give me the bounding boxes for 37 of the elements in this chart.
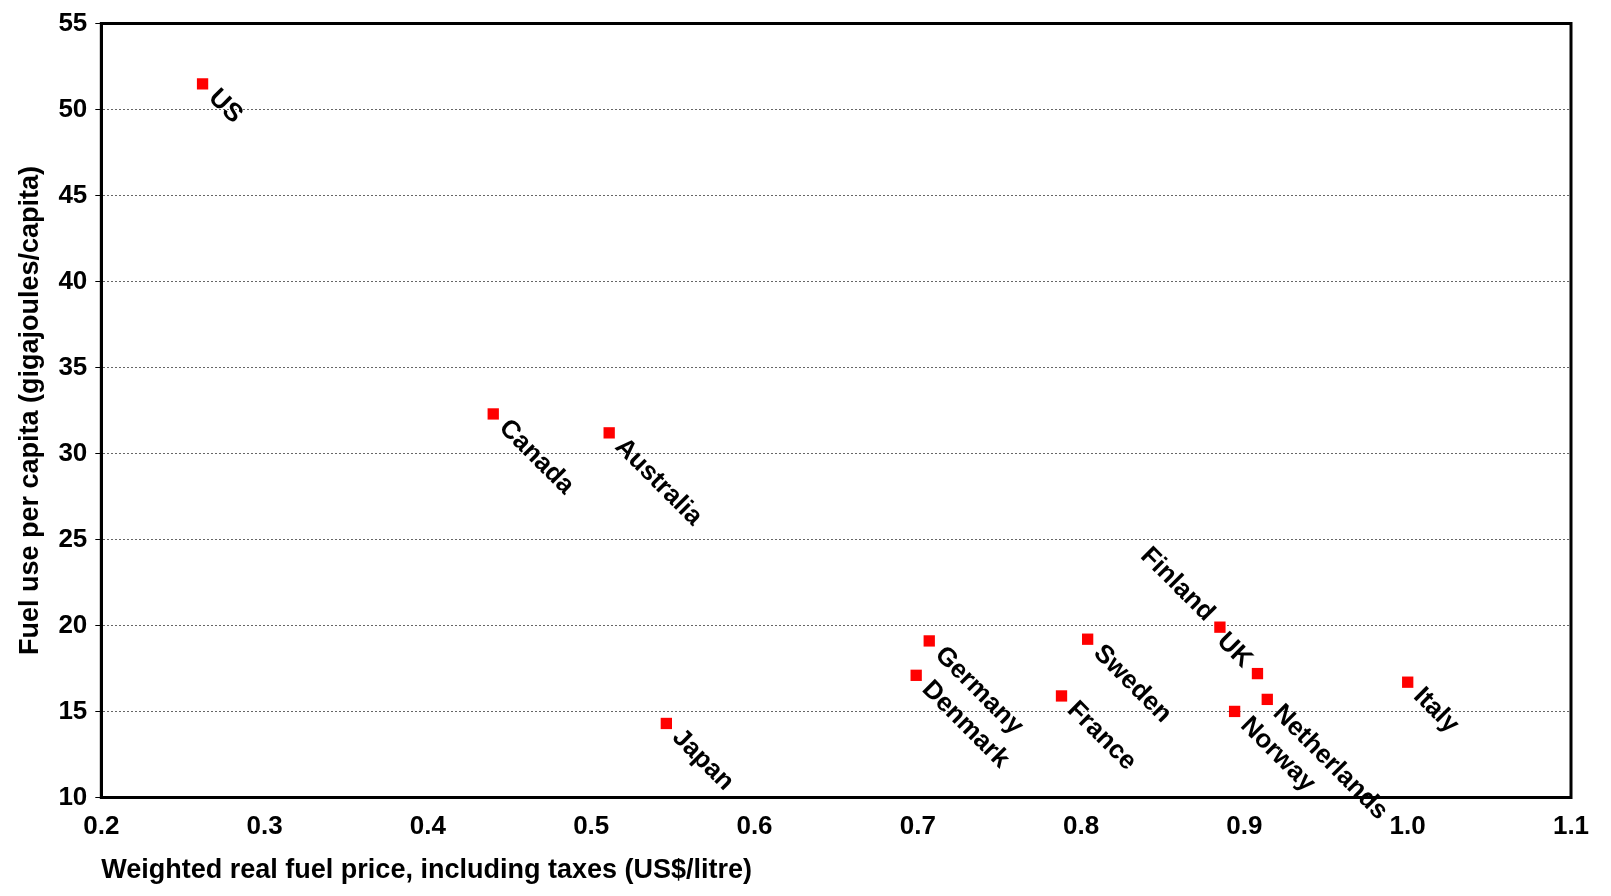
- x-tick-label: 0.5: [573, 810, 610, 841]
- annotation: UK: [1211, 625, 1260, 674]
- y-tick-label: 45: [58, 178, 88, 209]
- point: [923, 635, 935, 647]
- point: [1402, 676, 1414, 688]
- x-tick-label: 0.9: [1226, 810, 1263, 841]
- y-tick-label: 40: [58, 264, 88, 295]
- y-tick-label: 35: [58, 350, 88, 381]
- x-tick-label: 1.1: [1552, 810, 1590, 841]
- point: [660, 717, 672, 730]
- y-tick-label: 15: [58, 694, 88, 725]
- point: [196, 78, 209, 90]
- x-tick-label: 0.2: [83, 810, 120, 841]
- y-tick-label: 10: [58, 780, 88, 811]
- point: [603, 427, 615, 439]
- x-tick-label: 0.4: [409, 810, 447, 841]
- point: [1261, 693, 1273, 706]
- point: [487, 408, 499, 420]
- annotation: US: [203, 81, 250, 129]
- y-tick-label: 30: [58, 436, 88, 467]
- y-tick-label: 25: [58, 522, 88, 553]
- x-tick-label: 0.3: [246, 810, 283, 841]
- x-tick-label: 1.0: [1389, 810, 1426, 841]
- point: [1214, 621, 1226, 633]
- x-axis-title: Weighted real fuel price, including taxes (US$/litre): [101, 854, 752, 885]
- x-tick-label: 0.8: [1063, 810, 1100, 841]
- y-axis-title: Fuel use per capita (gigajoules/capita): [13, 165, 44, 656]
- y-tick-label: 55: [58, 6, 88, 37]
- point: [1055, 690, 1068, 702]
- point: [1251, 667, 1264, 680]
- point: [910, 669, 922, 681]
- x-tick-label: 0.6: [736, 810, 773, 841]
- point: [1081, 633, 1094, 645]
- y-tick-label: 20: [58, 608, 88, 639]
- point: [1228, 705, 1241, 718]
- y-tick-label: 50: [58, 92, 88, 123]
- x-tick-label: 0.7: [899, 810, 936, 841]
